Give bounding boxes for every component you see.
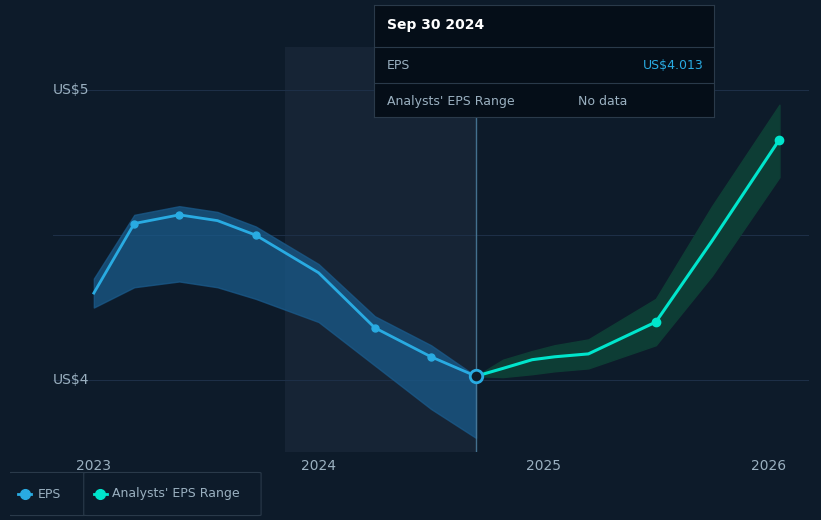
FancyBboxPatch shape — [84, 473, 261, 515]
Text: No data: No data — [578, 95, 627, 108]
Text: Actual: Actual — [428, 97, 467, 110]
FancyBboxPatch shape — [8, 473, 87, 515]
Text: Sep 30 2024: Sep 30 2024 — [388, 18, 484, 32]
Text: US$5: US$5 — [53, 83, 89, 97]
Text: US$4.013: US$4.013 — [644, 59, 704, 72]
Text: EPS: EPS — [388, 59, 410, 72]
Text: Analysts' EPS Range: Analysts' EPS Range — [112, 488, 239, 500]
Text: Analysts Forecasts: Analysts Forecasts — [487, 97, 603, 110]
Text: EPS: EPS — [38, 488, 61, 500]
Text: US$4: US$4 — [53, 373, 89, 387]
Bar — [285, 47, 476, 452]
Text: Analysts' EPS Range: Analysts' EPS Range — [388, 95, 515, 108]
